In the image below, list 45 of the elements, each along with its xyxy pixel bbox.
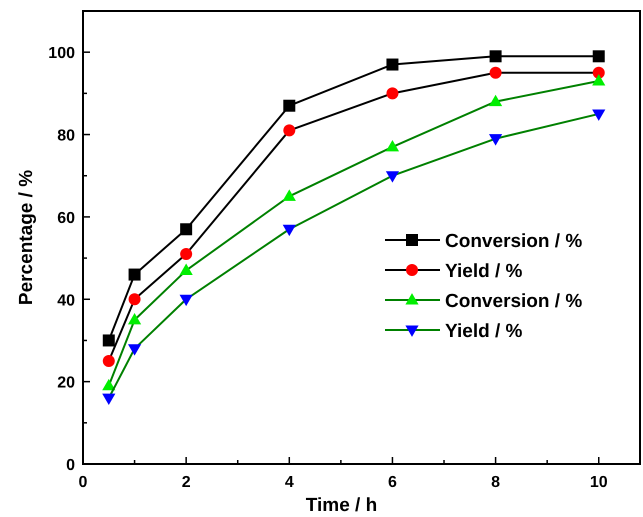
y-tick-label: 40 [57, 292, 76, 310]
point [102, 394, 116, 406]
x-tick-label: 0 [78, 474, 88, 491]
x-axis-title: Time / h [306, 495, 378, 516]
point [592, 50, 605, 62]
x-tick-label: 8 [491, 474, 500, 491]
y-tick-label: 20 [57, 374, 76, 392]
x-tick-label: 6 [388, 474, 397, 491]
point [128, 344, 142, 356]
y-tick-label: 100 [48, 45, 76, 62]
y-tick-label: 60 [57, 210, 76, 227]
point [282, 189, 296, 201]
x-tick-label: 4 [284, 474, 294, 491]
y-tick-label: 0 [66, 457, 76, 474]
point [490, 66, 502, 79]
point [386, 58, 398, 71]
point [102, 378, 116, 390]
point [386, 171, 400, 183]
point [102, 355, 115, 368]
y-tick-label: 80 [57, 128, 76, 145]
point [592, 74, 606, 86]
y-axis-title: Percentage / % [16, 170, 37, 306]
point [283, 124, 296, 136]
point [490, 50, 502, 62]
point [180, 294, 193, 306]
point [488, 134, 502, 146]
point [180, 264, 193, 275]
legend-label: Yield / % [445, 261, 523, 282]
point [128, 293, 141, 306]
legend-label: Conversion / % [445, 231, 582, 252]
legend-label: Yield / % [445, 321, 523, 342]
legend-label: Conversion / % [445, 291, 582, 312]
point [128, 268, 141, 281]
point [128, 312, 142, 324]
point [592, 109, 606, 121]
point [488, 94, 502, 106]
point [282, 224, 296, 236]
point [102, 334, 115, 346]
point [283, 100, 296, 112]
x-tick-label: 10 [590, 474, 608, 491]
point [180, 248, 192, 260]
point [386, 140, 400, 152]
point [386, 87, 398, 100]
x-tick-label: 2 [182, 474, 191, 491]
point [180, 223, 192, 236]
